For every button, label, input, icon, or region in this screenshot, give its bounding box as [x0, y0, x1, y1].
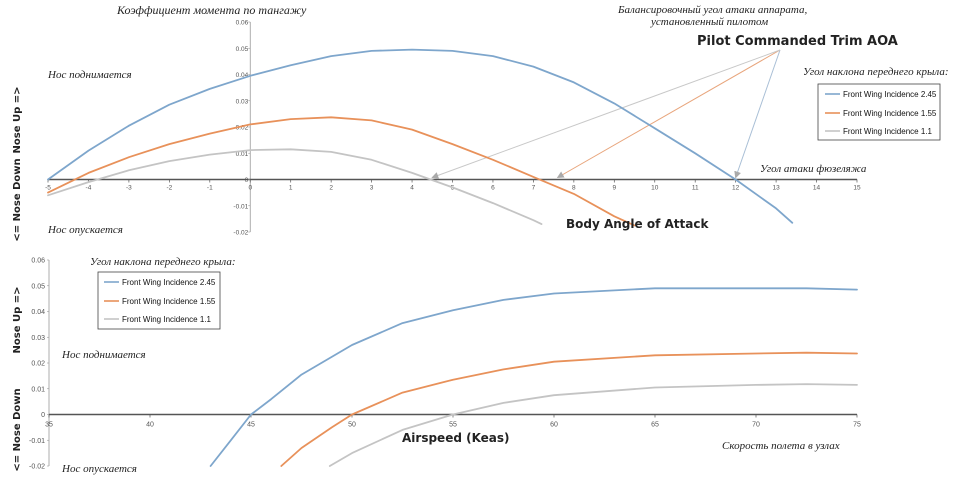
top-y-tick-label: -0.01 — [233, 203, 248, 210]
bottom-y-tick-label: 0.04 — [31, 309, 45, 316]
top-x-tick-label: 7 — [532, 185, 536, 192]
top-x-label: Body Angle of Attack — [566, 217, 709, 231]
trim-arrow-2 — [556, 49, 781, 178]
trim-annotation-en: Pilot Commanded Trim AOA — [697, 34, 898, 49]
top-x-tick-label: 1 — [289, 185, 293, 192]
top-y-label-up: Nose Up => — [12, 87, 23, 154]
bottom-x-tick-label: 60 — [550, 422, 558, 429]
bottom-chart: Нос поднимается Нос опускается Nose Up =… — [12, 256, 861, 475]
bottom-y-tick-label: -0.02 — [29, 464, 45, 471]
top-chart-title: Коэффициент момента по тангажу — [116, 3, 307, 17]
top-x-tick-label: -5 — [45, 185, 51, 192]
top-x-tick-label: 2 — [329, 185, 333, 192]
bottom-y-tick-label: 0.06 — [31, 258, 45, 265]
top-x-tick-label: -2 — [166, 185, 172, 192]
bottom-nose-up-ru: Нос поднимается — [61, 349, 146, 361]
top-x-tick-label: 8 — [572, 185, 576, 192]
bottom-x-tick-label: 45 — [247, 422, 255, 429]
top-x-tick-label: 12 — [732, 185, 740, 192]
top-y-tick-label: 0.05 — [236, 46, 249, 53]
bottom-y-label-up: Nose Up => — [12, 287, 23, 354]
top-legend-label-1: Front Wing Incidence 2.45 — [843, 90, 937, 99]
top-nose-up-ru: Нос поднимается — [47, 69, 132, 81]
top-y-tick-label: 0.02 — [236, 125, 249, 132]
top-x-tick-label: -4 — [86, 185, 92, 192]
top-y-tick-label: -0.02 — [233, 230, 248, 237]
bottom-x-tick-label: 55 — [449, 422, 457, 429]
top-legend: Front Wing Incidence 2.45 Front Wing Inc… — [817, 83, 941, 141]
bottom-x-tick-label: 35 — [45, 422, 53, 429]
trim-annotation-ru-line2: установленный пилотом — [650, 16, 768, 28]
top-y-tick-label: 0.03 — [236, 98, 249, 105]
top-x-tick-label: 14 — [813, 185, 821, 192]
top-legend-label-2: Front Wing Incidence 1.55 — [843, 109, 937, 118]
top-y-tick-label: 0.04 — [236, 72, 249, 79]
top-tick-labels: -0.02 -0.01 0 0.01 0.02 0.03 0.04 0.05 0.06 -5 -4 -… — [45, 20, 861, 237]
top-x-tick-label: 13 — [772, 185, 780, 192]
bottom-x-tick-label: 70 — [752, 422, 760, 429]
bottom-y-tick-label: -0.01 — [29, 438, 45, 445]
bottom-x-label: Airspeed (Keas) — [402, 431, 510, 445]
bottom-y-label-down: <= Nose Down — [12, 388, 23, 471]
top-legend-label-3: Front Wing Incidence 1.1 — [843, 127, 932, 136]
bottom-x-tick-label: 75 — [853, 422, 861, 429]
bottom-tick-labels: -0.02 -0.01 0 0.01 0.02 0.03 0.04 0.05 0.06 35 40 4… — [29, 258, 861, 471]
top-x-tick-label: -3 — [126, 185, 132, 192]
top-chart: Коэффициент момента по тангажу Балансиро… — [12, 3, 949, 242]
bottom-x-tick-label: 40 — [146, 422, 154, 429]
top-x-tick-label: 9 — [612, 185, 616, 192]
bottom-x-label-ru: Скорость полета в узлах — [722, 440, 840, 452]
top-x-tick-label: 0 — [248, 185, 252, 192]
top-series-line-2 — [47, 116, 636, 227]
top-x-tick-label: 15 — [853, 185, 861, 192]
trim-arrows — [431, 49, 781, 179]
bottom-nose-down-ru: Нос опускается — [61, 463, 137, 475]
top-legend-title-ru: Угол наклона переднего крыла: — [803, 66, 949, 78]
bottom-series — [209, 287, 858, 467]
bottom-legend-label-3: Front Wing Incidence 1.1 — [122, 315, 211, 324]
top-y-tick-label: 0.01 — [236, 151, 249, 158]
bottom-series-line-1 — [209, 287, 858, 467]
bottom-x-tick-label: 50 — [348, 422, 356, 429]
top-x-tick-label: 10 — [651, 185, 659, 192]
top-y-tick-label: 0.06 — [236, 20, 249, 27]
bottom-y-tick-label: 0.02 — [31, 361, 45, 368]
trim-arrow-1 — [734, 49, 781, 179]
trim-arrow-3 — [431, 49, 781, 179]
top-series-line-1 — [47, 48, 794, 224]
bottom-y-tick-label: 0.03 — [31, 335, 45, 342]
top-x-label-ru: Угол атаки фюзеляжа — [760, 163, 867, 175]
top-x-tick-label: 11 — [692, 185, 699, 192]
top-axes — [47, 21, 858, 233]
bottom-legend-title-ru: Угол наклона переднего крыла: — [90, 256, 236, 268]
top-series-line-3 — [47, 148, 543, 226]
bottom-series-line-2 — [280, 351, 858, 467]
top-x-tick-label: -1 — [207, 185, 213, 192]
bottom-legend-label-2: Front Wing Incidence 1.55 — [122, 297, 216, 306]
bottom-legend: Front Wing Incidence 2.45 Front Wing Inc… — [97, 271, 221, 330]
bottom-x-tick-label: 65 — [651, 422, 659, 429]
top-series — [47, 48, 794, 227]
top-y-tick-label: 0 — [245, 177, 249, 184]
top-x-tick-label: 4 — [410, 185, 414, 192]
top-y-label-down: <= Nose Down — [12, 158, 23, 241]
bottom-series-line-3 — [328, 383, 858, 467]
bottom-y-tick-label: 0.01 — [31, 386, 45, 393]
bottom-legend-label-1: Front Wing Incidence 2.45 — [122, 278, 216, 287]
bottom-y-tick-label: 0 — [41, 412, 45, 419]
top-x-tick-label: 3 — [370, 185, 374, 192]
top-x-tick-label: 6 — [491, 185, 495, 192]
top-nose-down-ru: Нос опускается — [47, 224, 123, 236]
trim-annotation-ru-line1: Балансировочный угол атаки аппарата, — [617, 4, 808, 16]
bottom-y-tick-label: 0.05 — [31, 283, 45, 290]
